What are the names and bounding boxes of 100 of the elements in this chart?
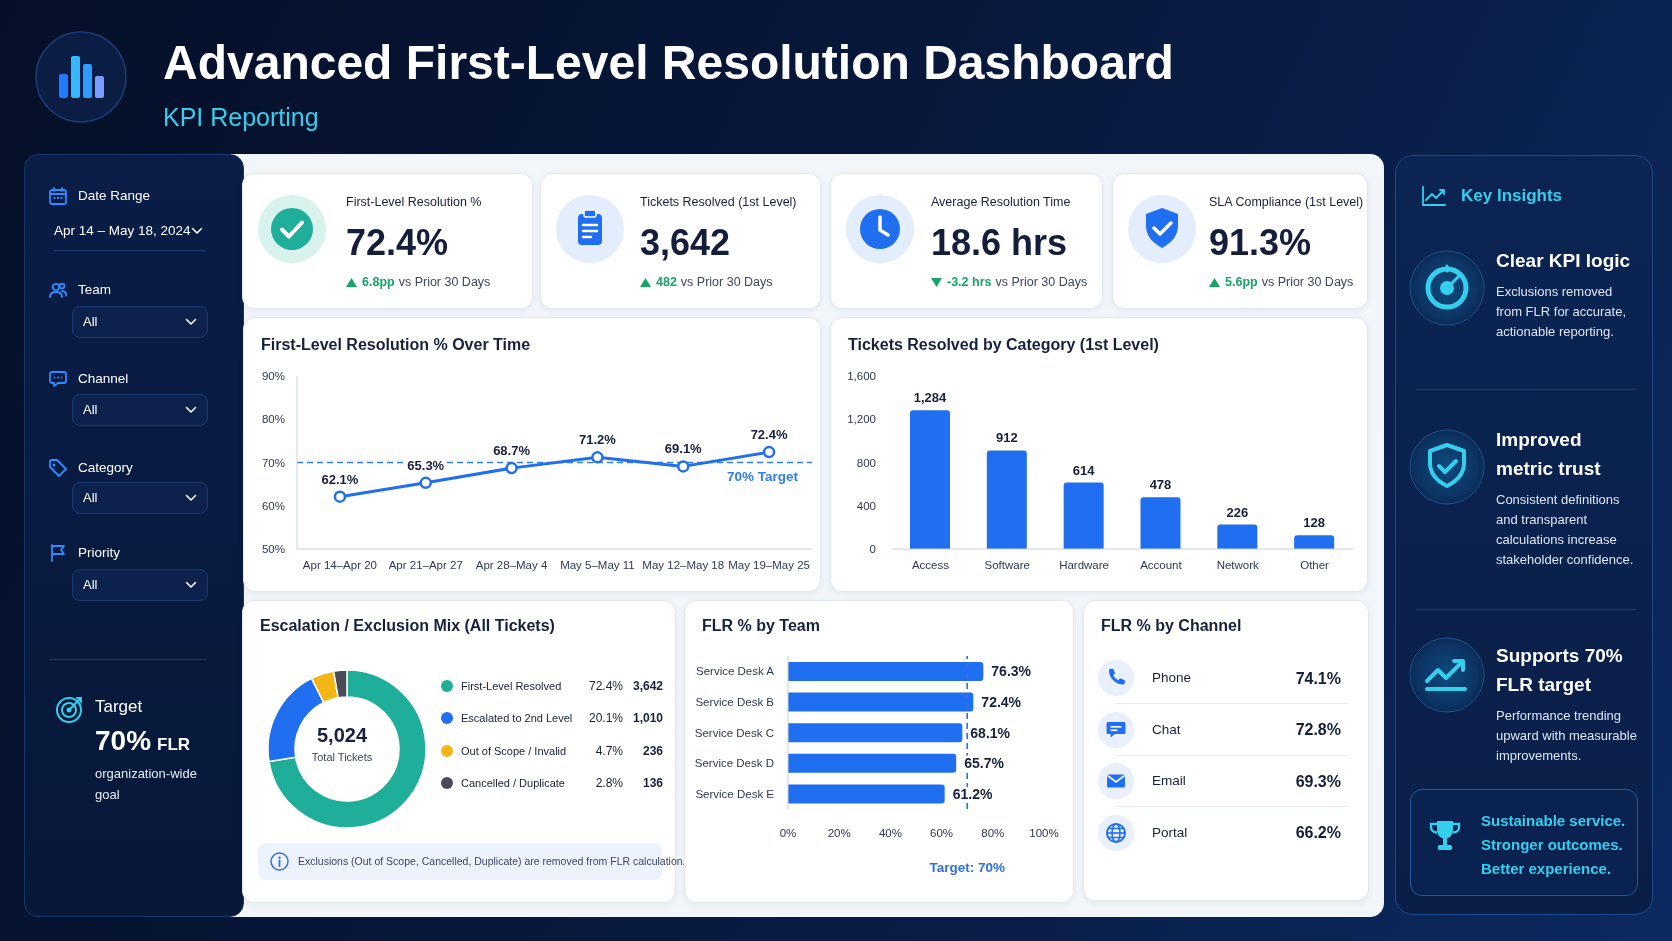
data-label: 236	[642, 742, 663, 759]
x-tick-label: Software	[984, 559, 1030, 572]
data-label: 72.4%	[981, 694, 1022, 711]
text: Average Resolution Time	[931, 194, 1071, 210]
x-tick-label: 100%	[1029, 827, 1059, 840]
y-tick-label: 70%	[261, 456, 285, 469]
data-label: 128	[1303, 515, 1326, 531]
legend-label: First-Level Resolved	[461, 679, 562, 694]
data-label: 68.7%	[493, 443, 531, 459]
y-tick-label: Service Desk A	[696, 665, 775, 678]
text: Tickets Resolved (1st Level)	[640, 194, 797, 210]
data-label: 65.7%	[964, 755, 1005, 772]
dropdown: All	[72, 482, 208, 514]
text: Priority	[78, 545, 121, 561]
x-tick-label: Apr 21–Apr 27	[388, 559, 463, 572]
chart-title: Escalation / Exclusion Mix (All Tickets)	[260, 615, 555, 635]
x-tick-label: Apr 14–Apr 20	[302, 559, 377, 572]
text: 5,024	[316, 723, 368, 747]
text: Channel	[78, 371, 129, 387]
text: FLR	[157, 735, 191, 754]
x-tick-label: 40%	[878, 827, 902, 840]
text: 2.8%	[595, 775, 623, 790]
x-tick-label: Other	[1300, 559, 1330, 572]
text: Phone	[1152, 670, 1192, 686]
y-tick-label: 1,200	[847, 413, 876, 426]
bar	[788, 723, 963, 743]
text: vs Prior 30 Days	[1261, 275, 1354, 289]
text: First-Level Resolution %	[346, 194, 482, 210]
text: 4.7%	[595, 743, 623, 758]
bar	[986, 450, 1027, 549]
text: -3.2 hrs	[947, 275, 992, 289]
data-label: 136	[642, 774, 663, 791]
y-tick-label: 1,600	[847, 370, 876, 383]
data-label: 61.2%	[952, 785, 993, 802]
x-tick-label: Apr 28–May 4	[475, 559, 548, 572]
dropdown: All	[72, 306, 208, 338]
data-label: 71.2%	[578, 432, 617, 448]
text: Total Tickets	[311, 750, 373, 764]
data-label: 62.1%	[321, 471, 359, 487]
legend-label: Out of Scope / Invalid	[461, 743, 567, 759]
y-tick-label: 0	[869, 543, 876, 556]
text: Exclusions (Out of Scope, Cancelled, Duplicate) are removed from FLR calculation.	[298, 855, 686, 868]
point	[419, 476, 432, 490]
text: Portal	[1152, 824, 1188, 841]
data-label: 912	[995, 430, 1018, 446]
y-tick-label: Service Desk C	[694, 726, 774, 739]
x-tick-label: 0%	[779, 827, 797, 840]
text: 72.8%	[1295, 720, 1341, 739]
y-tick-label: 90%	[261, 370, 285, 383]
text: organization-wide goal	[95, 764, 198, 804]
text: 20.1%	[588, 711, 623, 726]
text: SLA Compliance (1st Level)	[1209, 194, 1364, 210]
text: Key Insights	[1461, 186, 1563, 206]
point	[762, 445, 776, 459]
text: Apr 14 – May 18, 2024	[54, 223, 191, 239]
point	[505, 461, 518, 475]
x-tick-label: Account	[1140, 559, 1183, 572]
text: vs Prior 30 Days	[398, 275, 491, 289]
text: Email	[1152, 773, 1186, 789]
legend-label: Cancelled / Duplicate	[461, 775, 565, 791]
y-tick-label: 60%	[261, 499, 285, 512]
x-tick-label: May 5–May 11	[560, 559, 635, 572]
bar	[788, 784, 945, 804]
text: 6.8pp	[362, 275, 395, 289]
data-label: 478	[1149, 477, 1172, 493]
dropdown: All	[72, 394, 208, 426]
text: Target	[95, 697, 143, 717]
bar	[1217, 524, 1258, 549]
text: 69.3%	[1295, 771, 1341, 791]
text: Consistent definitions and transparent calculations increase stakeholder confidence.	[1496, 490, 1635, 569]
y-tick-label: 800	[856, 456, 876, 469]
text: vs Prior 30 Days	[680, 275, 773, 289]
bar	[1294, 535, 1335, 549]
text: FLR % by Channel	[1101, 615, 1242, 635]
x-tick-label: 60%	[930, 827, 954, 840]
data-label: 1,010	[632, 710, 663, 727]
x-tick-label: Network	[1216, 559, 1260, 572]
data-label: 72.4%	[750, 427, 788, 443]
text: vs Prior 30 Days	[995, 275, 1088, 289]
text: 70%	[95, 725, 152, 756]
dropdown: All	[72, 569, 208, 601]
text: 72.4%	[346, 220, 449, 264]
point	[591, 451, 604, 464]
data-label: 76.3%	[991, 663, 1032, 680]
y-tick-label: 50%	[261, 543, 285, 556]
data-label: 614	[1072, 462, 1096, 478]
y-tick-label: Service Desk E	[695, 787, 775, 800]
bar	[788, 753, 957, 773]
text: Improved metric trust	[1496, 427, 1602, 481]
x-tick-label: May 19–May 25	[728, 559, 810, 572]
text: Team	[78, 282, 112, 298]
text: Clear KPI logic	[1496, 248, 1632, 273]
point	[333, 490, 347, 503]
text: Sustainable service. Stronger outcomes. Better experience.	[1481, 811, 1627, 879]
y-tick-label: Service Desk B	[695, 695, 775, 708]
bar	[910, 410, 950, 549]
text: Performance trending upward with measurable improvements.	[1496, 706, 1638, 765]
x-tick-label: Access	[911, 559, 950, 572]
data-label: 69.1%	[664, 441, 703, 457]
legend-label: Escalated to 2nd Level	[461, 711, 573, 727]
